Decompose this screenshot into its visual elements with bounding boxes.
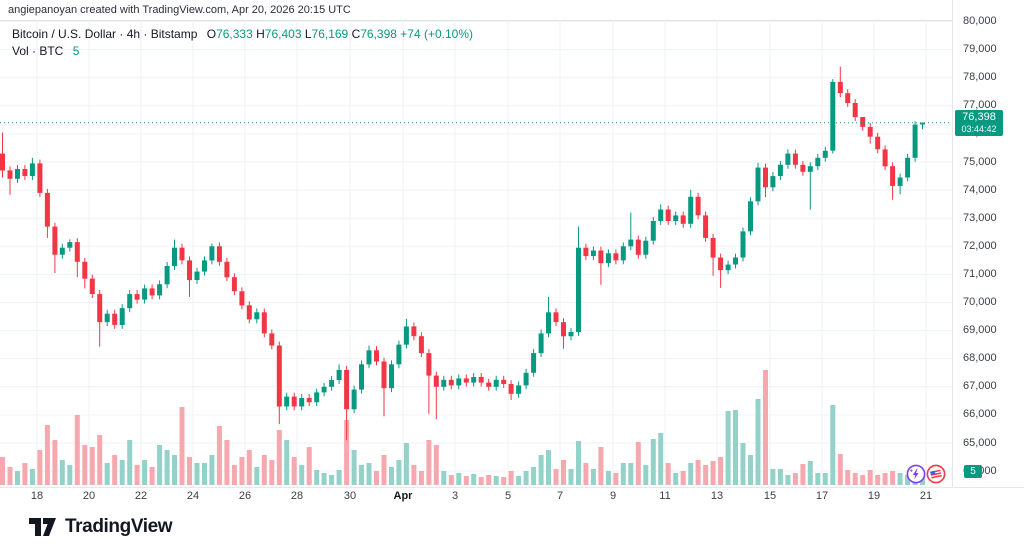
ohlc-value: 76,169	[311, 27, 352, 41]
time-axis-label: 20	[82, 490, 96, 502]
symbol-title[interactable]: Bitcoin / U.S. Dollar · 4h · Bitstamp	[12, 27, 198, 41]
price-axis-label: 70,000	[963, 296, 997, 308]
price-axis-label: 73,000	[963, 211, 997, 224]
price-axis-label: 68,000	[963, 352, 997, 365]
time-axis-label: 26	[238, 490, 252, 502]
price-axis-label: 80,000	[963, 15, 997, 27]
tradingview-logo-text: TradingView	[65, 516, 173, 537]
time-axis-label: 18	[30, 490, 44, 502]
ohlc-value: 76,403	[264, 27, 305, 41]
price-axis-label: 71,000	[963, 267, 997, 280]
ohlc-letter: L	[304, 27, 312, 41]
candlestick-plot[interactable]	[0, 0, 952, 487]
time-axis-label: 11	[659, 490, 671, 502]
chart-canvas[interactable]	[0, 0, 952, 487]
us-flag-event-icon[interactable]	[926, 464, 946, 484]
time-axis-label: Apr	[393, 490, 413, 502]
price-axis[interactable]: 76,398 03:44:42 5 80,000 79,000 78,000 77,0…	[952, 0, 1024, 505]
volume-label[interactable]: Vol · BTC	[12, 44, 64, 58]
price-axis-label: 78,000	[963, 71, 997, 84]
time-axis[interactable]: 18 20 22 24 26 28 30 Apr 3 5 7 9 11 13 15 17 19 21	[0, 487, 1024, 507]
price-axis-label: 66,000	[963, 408, 997, 421]
legend-ohlc-row[interactable]: Bitcoin / U.S. Dollar · 4h · Bitstamp O7…	[12, 26, 473, 42]
price-axis-label: 67,000	[963, 380, 997, 393]
price-axis-label: 75,000	[963, 155, 997, 168]
footer-bar: TradingView	[0, 506, 1024, 550]
price-change: +74 (+0.10%)	[400, 27, 474, 41]
time-axis-label: 5	[504, 490, 512, 502]
watermark-text: angiepanoyan created with TradingView.co…	[8, 4, 351, 16]
ohlc-letter: C	[351, 27, 361, 41]
bar-countdown: 03:44:42	[961, 123, 997, 134]
time-axis-label: 15	[763, 490, 777, 502]
time-axis-label: 3	[451, 490, 459, 502]
tradingview-logo-mark	[29, 518, 56, 536]
header-divider	[0, 20, 952, 21]
time-axis-label: 7	[556, 490, 564, 502]
price-axis-label: 79,000	[963, 43, 997, 56]
time-axis-label: 19	[867, 490, 881, 502]
price-axis-label: 72,000	[963, 239, 997, 252]
time-axis-label: 9	[609, 490, 617, 502]
price-axis-label: 69,000	[963, 324, 997, 337]
ohlc-letter: H	[256, 27, 265, 41]
time-axis-label: 30	[343, 490, 357, 502]
time-axis-label: 13	[710, 490, 724, 502]
time-axis-label: 24	[186, 490, 200, 502]
price-axis-label: 77,000	[963, 99, 997, 112]
time-axis-label: 28	[290, 490, 304, 502]
ohlc-letter: O	[206, 27, 217, 41]
tradingview-logo[interactable]: TradingView	[28, 514, 173, 540]
ohlc-value: 76,333	[216, 27, 257, 41]
price-axis-label: 65,000	[963, 436, 997, 449]
time-axis-label: 21	[919, 490, 933, 502]
symbol-legend[interactable]: Bitcoin / U.S. Dollar · 4h · Bitstamp O7…	[12, 26, 473, 59]
volume-value: 5	[72, 44, 80, 58]
ohlc-value: 76,398	[360, 27, 401, 41]
legend-volume-row[interactable]: Vol · BTC 5	[12, 43, 473, 59]
current-price: 76,398	[962, 110, 996, 123]
volume-value-badge: 5	[964, 465, 982, 478]
time-axis-label: 17	[815, 490, 829, 502]
current-price-badge: 76,398 03:44:42	[955, 109, 1003, 136]
price-axis-label: 74,000	[963, 183, 997, 196]
time-axis-label: 22	[134, 490, 148, 502]
ohlc-values: O76,333 H76,403 L76,169 C76,398	[207, 27, 401, 41]
boost-lightning-icon[interactable]	[906, 464, 926, 484]
